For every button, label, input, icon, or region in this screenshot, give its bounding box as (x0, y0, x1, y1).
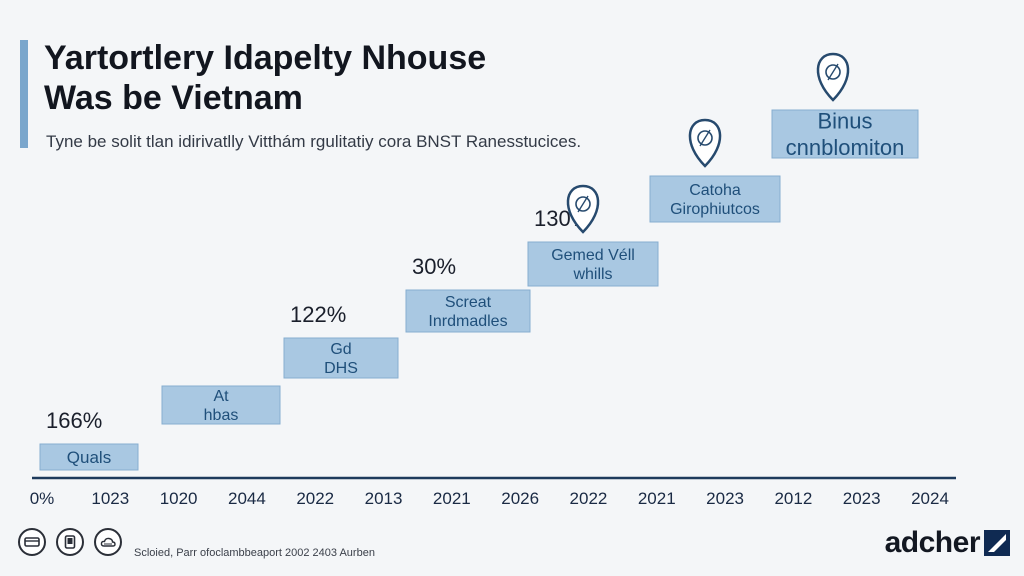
x-tick-label: 2012 (774, 489, 812, 508)
card-icon[interactable] (18, 528, 46, 556)
x-tick-label: 2023 (706, 489, 744, 508)
step-label: Binus (817, 109, 872, 134)
x-tick-label: 2013 (365, 489, 403, 508)
tablet-icon[interactable] (56, 528, 84, 556)
brand-name: adcher (884, 526, 981, 559)
x-tick-label: 2022 (570, 489, 608, 508)
step-box (771, 109, 919, 159)
brand-logo[interactable]: adcher (885, 526, 1010, 560)
step-label: Catoha (689, 182, 741, 199)
step-label: At (213, 388, 229, 405)
step-value-label: 30% (412, 254, 456, 279)
step-group: At hbas (161, 385, 281, 425)
step-label: Quals (67, 448, 111, 467)
chart-title-line-2: Was be Vietnam (44, 79, 303, 117)
step-box (39, 443, 139, 471)
x-tick-label: 2022 (296, 489, 334, 508)
step-label: cnnblomiton (786, 135, 905, 160)
x-tick-label: 2023 (843, 489, 881, 508)
cloud-icon[interactable] (94, 528, 122, 556)
step-label: Girophiutcos (670, 201, 760, 218)
source-note: Scloied, Parr ofoclambbeaport 2002 2403 … (134, 547, 375, 559)
step-label: hbas (204, 407, 239, 424)
x-tick-label: 2044 (228, 489, 266, 508)
location-pin-icon (816, 52, 850, 102)
slash-logo-icon (984, 530, 1010, 556)
step-box (161, 385, 281, 425)
step-value-label: 166% (46, 408, 102, 433)
step-box (527, 241, 659, 287)
step-label: whills (572, 266, 612, 283)
x-tick-label: 1023 (91, 489, 129, 508)
chart-marks-layer: Quals 166% At hbas Gd DHS 122% Screat Inrdmadles… (30, 52, 956, 508)
step-value-label: 122% (290, 302, 346, 327)
step-label: Screat (445, 294, 492, 311)
x-tick-label: 2021 (638, 489, 676, 508)
footer-icon-row (18, 528, 122, 556)
step-group: Gd DHS 122% (283, 302, 399, 379)
location-pin-icon (566, 184, 600, 234)
step-label: Gd (330, 341, 351, 358)
step-label: Gemed Véll (551, 247, 635, 264)
x-tick-label: 2021 (433, 489, 471, 508)
x-tick-label: 1020 (160, 489, 198, 508)
chart-title: Yartortlery Idapelty Nhouse Was be Vietn… (44, 38, 664, 118)
x-tick-label: 0% (30, 489, 55, 508)
x-tick-label: 2024 (911, 489, 949, 508)
title-accent-bar (20, 40, 28, 148)
chart-subtitle: Tyne be solit tlan idirivatlly Vitthám r… (46, 132, 582, 151)
location-pin-icon (688, 118, 722, 168)
chart-title-line-1: Yartortlery Idapelty Nhouse (44, 39, 487, 77)
step-group: Catoha Girophiutcos (649, 118, 781, 223)
step-box (649, 175, 781, 223)
step-label: Inrdmadles (428, 313, 507, 330)
step-group: Quals 166% (39, 408, 139, 471)
step-label: DHS (324, 360, 358, 377)
step-group: Screat Inrdmadles 30% (405, 254, 531, 333)
x-tick-label: 2026 (501, 489, 539, 508)
step-box (405, 289, 531, 333)
step-box (283, 337, 399, 379)
